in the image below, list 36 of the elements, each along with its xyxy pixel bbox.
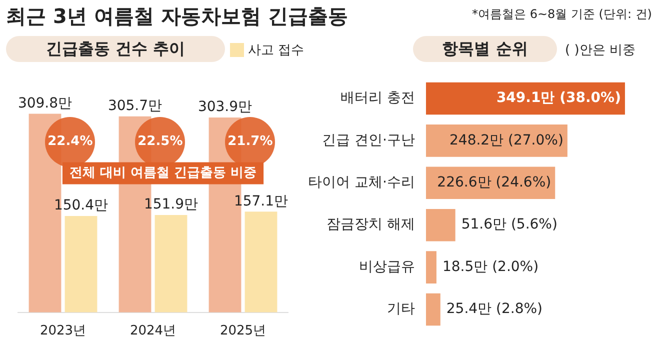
data-label: 248.2만 (27.0%) [450,132,564,148]
bar [426,208,456,242]
y-tick-label: 잠금장치 해제 [326,216,415,233]
bar [64,216,98,312]
data-label: 18.5만 (2.0%) [442,258,539,275]
y-tick-label: 타이어 교체·수리 [308,174,415,191]
bar [426,124,568,157]
data-label: 305.7만 [108,98,162,114]
y-tick-label: 배터리 충전 [340,90,415,106]
y-tick-label: 비상급유 [358,258,415,275]
data-label: 150.4만 [54,198,108,214]
data-label: 226.6만 (24.6%) [437,174,552,191]
data-label: 51.6만 (5.6%) [461,216,558,233]
legend-label: 사고 접수 [248,42,304,59]
y-tick-label: 기타 [386,301,415,318]
text: *여름철은 6~8월 기준 (단위: 건) [472,6,652,23]
data-label: 25.4만 (2.8%) [446,301,543,318]
y-tick-label: 긴급 견인·구난 [322,132,415,148]
x-tick-label: 2025년 [220,324,266,339]
annotation: 전체 대비 여름철 긴급출동 비중 [69,166,257,181]
bar [426,251,436,284]
bar [154,215,188,312]
chart-title: 항목별 순위 [413,36,557,62]
bar [426,293,440,326]
bar [244,212,278,312]
circle-badge: 21.7% [225,116,276,167]
chart-title: 최근 3년 여름철 자동차보험 긴급출동 [6,3,348,30]
x-tick-label: 2024년 [130,324,176,339]
text: ( )안은 비중 [565,42,636,59]
data-label: 303.9만 [198,99,252,116]
x-tick-label: 2023년 [40,324,86,339]
chart-subtitle: 긴급출동 건수 추이 [6,36,225,62]
data-label: 151.9만 [144,196,198,213]
data-label: 349.1만 (38.0%) [496,90,621,106]
data-label: 157.1만 [234,193,288,210]
data-label: 309.8만 [18,95,72,112]
